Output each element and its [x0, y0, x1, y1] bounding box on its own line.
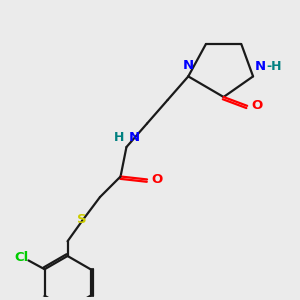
- Text: O: O: [252, 99, 263, 112]
- Text: O: O: [152, 173, 163, 186]
- Text: -H: -H: [266, 60, 282, 73]
- Text: S: S: [77, 213, 87, 226]
- Text: Cl: Cl: [15, 251, 29, 264]
- Text: H: H: [114, 131, 124, 144]
- Text: N: N: [183, 59, 194, 72]
- Text: N: N: [254, 60, 266, 73]
- Text: N: N: [129, 131, 140, 144]
